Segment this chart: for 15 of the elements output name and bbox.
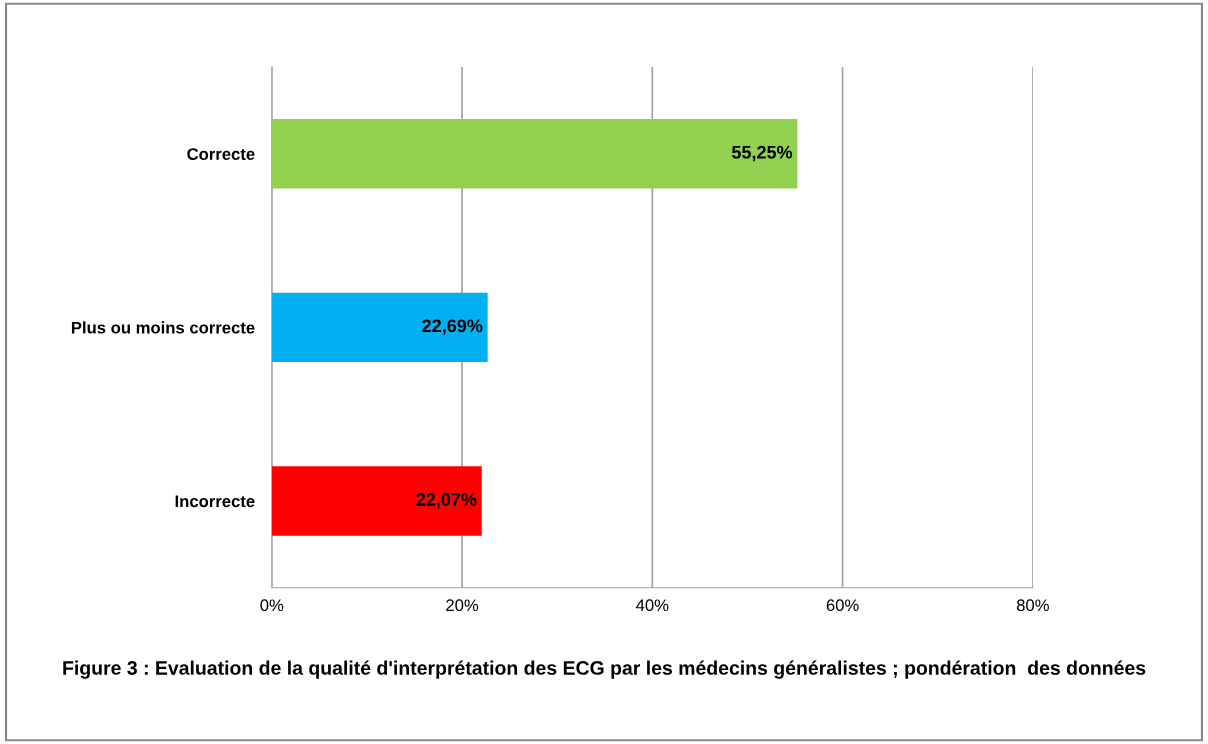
y-tick-label: Plus ou moins correcte	[71, 321, 255, 334]
x-tick-label: 40%	[636, 599, 669, 612]
x-tick-label: 20%	[446, 599, 479, 612]
bar	[271, 292, 488, 363]
y-tick-label: Correcte	[187, 148, 255, 160]
data-label: 22,07%	[416, 493, 477, 509]
bar	[271, 119, 798, 189]
x-tick-label: 0%	[260, 599, 284, 612]
text: Figure 3 : Evaluation de la qualité d'interprétation des ECG par les médecins généralistes ; pondération des données	[63, 660, 1146, 679]
x-tick-label: 60%	[826, 599, 859, 612]
data-label: 22,69%	[422, 319, 483, 335]
x-tick-label: 80%	[1016, 599, 1049, 612]
bar	[271, 466, 482, 536]
y-tick-label: Incorrecte	[175, 495, 255, 508]
data-label: 55,25%	[731, 145, 793, 162]
